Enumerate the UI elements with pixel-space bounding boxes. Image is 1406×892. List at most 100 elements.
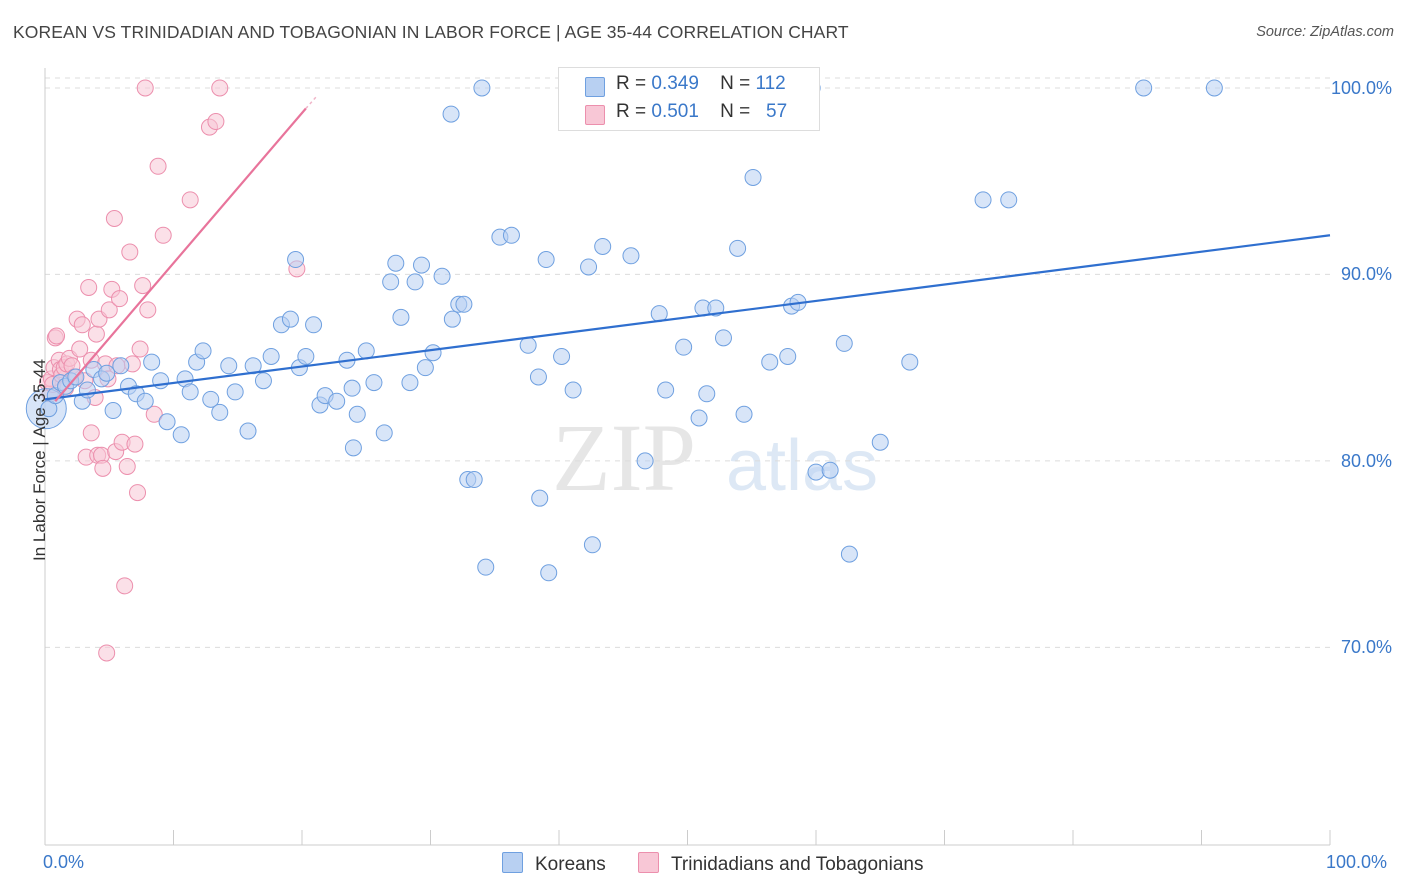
data-point-korean <box>553 347 571 365</box>
data-point-korean <box>220 357 238 375</box>
data-point-korean <box>974 191 992 209</box>
data-point-korean <box>465 471 483 489</box>
data-point-korean <box>729 239 747 257</box>
data-point-korean <box>343 379 361 397</box>
data-point-korean <box>540 564 558 582</box>
x-tick-label-max: 100.0% <box>1326 852 1388 872</box>
data-point-korean <box>537 251 555 269</box>
data-point-korean <box>254 372 272 390</box>
legend-r-label: R = <box>616 101 647 122</box>
data-point-korean <box>442 105 460 123</box>
data-point-trinidadian <box>100 301 118 319</box>
legend-n-value-trinidadians: 57 <box>766 101 788 122</box>
correlation-legend: R = 0.349 N = 112 R = 0.501 N = 57 <box>558 67 820 131</box>
data-point-trinidadian <box>207 113 225 131</box>
data-point-korean <box>675 338 693 356</box>
data-point-korean <box>564 381 582 399</box>
data-point-korean <box>401 374 419 392</box>
data-point-korean <box>172 426 190 444</box>
y-tick-label: 100.0% <box>1330 77 1392 98</box>
data-point-korean <box>735 405 753 423</box>
data-point-korean <box>181 383 199 401</box>
y-tick-label: 90.0% <box>1340 264 1392 285</box>
data-point-trinidadian <box>82 424 100 442</box>
data-point-trinidadian <box>131 340 149 358</box>
data-point-korean <box>519 336 537 354</box>
bottom-legend-koreans[interactable]: Koreans <box>502 852 606 876</box>
data-point-korean <box>1205 79 1223 97</box>
data-point-korean <box>871 433 889 451</box>
data-point-trinidadian <box>134 277 152 295</box>
legend-n-label: N = <box>720 73 751 94</box>
chart-title: KOREAN VS TRINIDADIAN AND TOBAGONIAN IN … <box>13 22 849 42</box>
data-point-trinidadian <box>181 191 199 209</box>
data-point-trinidadian <box>48 327 66 345</box>
bottom-legend-swatch-trinidadians <box>638 852 659 873</box>
legend-r-label: R = <box>616 73 647 94</box>
data-point-korean <box>657 381 675 399</box>
legend-r-value-trinidadians: 0.501 <box>651 101 699 122</box>
data-point-korean <box>387 254 405 272</box>
data-point-korean <box>835 334 853 352</box>
data-point-korean <box>392 308 410 326</box>
data-point-trinidadian <box>139 301 157 319</box>
data-point-korean <box>840 545 858 563</box>
watermark-zip: ZIP <box>552 404 696 511</box>
trendline-trinidadians-ext <box>305 94 318 109</box>
data-point-korean <box>344 439 362 457</box>
data-point-korean <box>104 402 122 420</box>
data-point-korean <box>375 424 393 442</box>
data-point-korean <box>158 413 176 431</box>
data-point-korean <box>424 344 442 362</box>
data-point-korean <box>202 390 220 408</box>
x-tick-label-min: 0.0% <box>43 852 85 872</box>
data-point-korean <box>779 347 797 365</box>
data-point-trinidadian <box>105 209 123 227</box>
data-point-trinidadian <box>149 157 167 175</box>
data-point-korean <box>744 168 762 186</box>
data-point-korean <box>477 558 495 576</box>
bottom-legend-label-koreans: Koreans <box>535 854 606 875</box>
data-point-korean <box>328 392 346 410</box>
data-point-korean <box>698 385 716 403</box>
data-point-korean <box>502 226 520 244</box>
legend-swatch-trinidadians <box>585 105 605 125</box>
data-point-korean <box>531 489 549 507</box>
data-point-korean <box>583 536 601 554</box>
data-point-korean <box>636 452 654 470</box>
data-point-korean <box>416 359 434 377</box>
data-point-korean <box>901 353 919 371</box>
data-point-korean <box>98 364 116 382</box>
data-point-korean <box>622 247 640 265</box>
data-point-korean <box>707 299 725 317</box>
data-point-trinidadian <box>154 226 172 244</box>
data-point-korean <box>281 310 299 328</box>
data-point-korean <box>194 342 212 360</box>
data-point-korean <box>239 422 257 440</box>
bottom-legend-swatch-koreans <box>502 852 523 873</box>
legend-n-value-koreans: 112 <box>755 73 786 94</box>
data-point-korean <box>594 237 612 255</box>
data-point-korean <box>413 256 431 274</box>
data-point-korean <box>406 273 424 291</box>
data-point-korean <box>821 461 839 479</box>
data-point-trinidadian <box>73 316 91 334</box>
data-point-trinidadian <box>211 79 229 97</box>
data-point-korean <box>433 267 451 285</box>
data-point-trinidadian <box>145 405 163 423</box>
data-point-korean <box>1000 191 1018 209</box>
legend-swatch-koreans <box>585 77 605 97</box>
data-point-korean <box>297 347 315 365</box>
data-point-trinidadian <box>121 243 139 261</box>
data-point-korean <box>529 368 547 386</box>
bottom-legend-trinidadians[interactable]: Trinidadians and Tobagonians <box>638 852 923 876</box>
trendline-trinidadians <box>54 107 307 402</box>
data-point-korean <box>1135 79 1153 97</box>
data-point-korean <box>455 295 473 313</box>
y-axis-label: In Labor Force | Age 35-44 <box>30 359 49 561</box>
data-point-korean <box>287 251 305 269</box>
data-point-korean <box>305 316 323 334</box>
data-point-korean <box>348 405 366 423</box>
data-point-trinidadian <box>116 577 134 595</box>
data-point-korean <box>112 357 130 375</box>
